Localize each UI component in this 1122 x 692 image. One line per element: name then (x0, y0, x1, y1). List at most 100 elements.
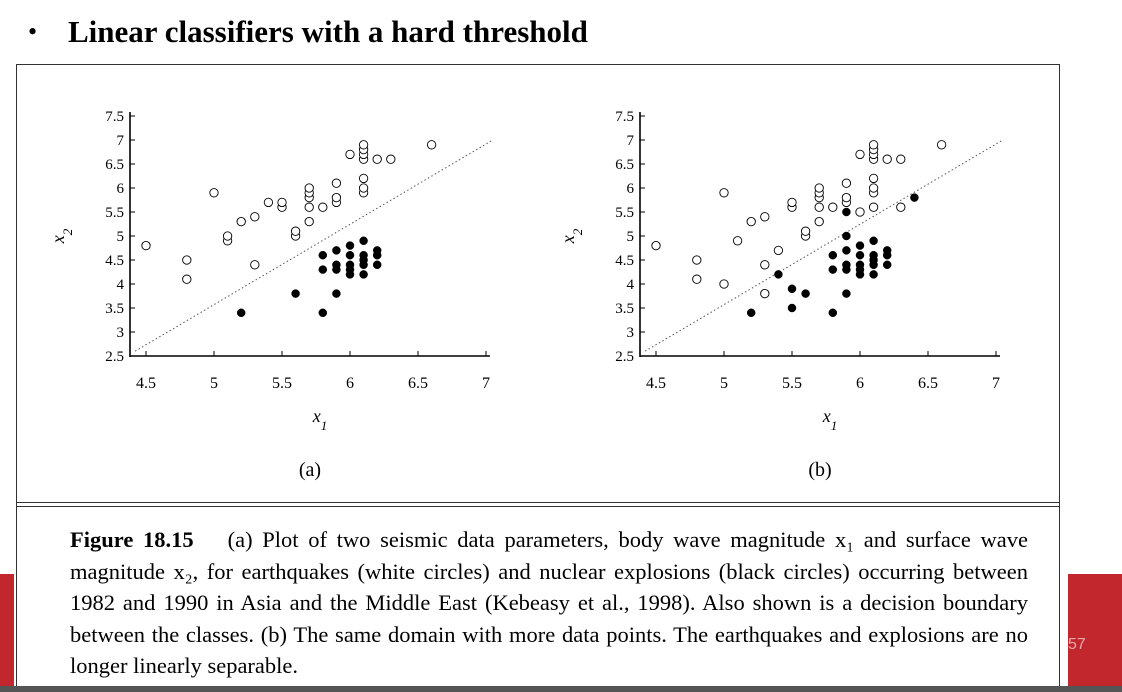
explosion-point (855, 241, 865, 250)
explosion-point (318, 265, 328, 274)
bullet-point: • (28, 17, 38, 46)
y-tick-label: 3.5 (615, 301, 634, 317)
earthquake-point (760, 260, 770, 270)
y-tick-label: 7 (627, 133, 635, 149)
explosion-point (332, 289, 341, 298)
explosion-point (882, 246, 892, 255)
scatter-chart-b: 7.5 7 6.5 6 5.5 5 4.5 4 3.5 3 2.5 4.5 5 5.5 6 6.5 7 x1 x2 (… (558, 109, 1004, 481)
bottom-bar (0, 686, 1122, 692)
y-tick-label: 6.5 (615, 157, 634, 173)
y-tick-label: 6 (117, 181, 125, 197)
earthquake-point (800, 226, 811, 236)
earthquake-point (331, 178, 342, 188)
x-tick-label: 6.5 (408, 375, 428, 392)
earthquake-point (250, 212, 260, 222)
slide-title-row: • Linear classifiers with a hard thresho… (28, 10, 588, 54)
y-axis-label: x2 (558, 228, 585, 244)
x-tick-label: 6 (346, 375, 354, 392)
explosion-point (318, 308, 328, 318)
x-tick-label: 4.5 (646, 375, 666, 392)
earthquake-point (719, 188, 729, 198)
x-tick-label: 7 (992, 375, 1000, 392)
earthquake-point (719, 279, 729, 289)
earthquake-point (372, 154, 382, 164)
x-tick-label: 4.5 (136, 375, 156, 392)
x-axis-label: x1 (312, 406, 328, 433)
earthquake-point (855, 149, 865, 160)
earthquake-point (358, 140, 369, 150)
earthquake-point (250, 260, 260, 270)
earthquake-point (386, 154, 396, 164)
x-tick-label: 5 (720, 375, 728, 392)
earthquake-point (882, 154, 892, 164)
explosion-point (291, 289, 300, 298)
y-tick-label: 6 (627, 181, 635, 197)
x-tick-label: 5 (210, 375, 218, 392)
explosion-point (372, 260, 382, 270)
explosion-point (855, 250, 865, 260)
earthquake-point (263, 197, 274, 208)
explosion-point (801, 289, 810, 298)
accent-bar-left (0, 574, 14, 686)
explosion-point (855, 260, 865, 270)
earthquake-point (692, 255, 702, 265)
explosion-point (359, 236, 368, 246)
earthquake-point (868, 173, 879, 184)
earthquake-point (304, 216, 314, 227)
explosion-point (842, 289, 851, 298)
y-tick-label: 7.5 (105, 109, 124, 125)
explosion-point (828, 308, 838, 318)
x-tick-label: 7 (482, 375, 490, 392)
y-tick-label: 2.5 (615, 349, 634, 365)
y-tick-label: 3 (117, 325, 125, 341)
earthquake-point (814, 202, 824, 212)
explosion-point (828, 250, 838, 260)
earthquake-point (331, 192, 342, 203)
earthquake-point (141, 240, 151, 251)
x-tick-label: 6 (856, 375, 864, 392)
explosion-point (746, 308, 756, 318)
earthquake-point (896, 154, 906, 164)
earthquake-point (814, 216, 824, 227)
earthquake-point (814, 183, 824, 193)
earthquake-point (841, 192, 852, 203)
y-axis-label: x2 (48, 228, 75, 244)
explosion-point (787, 303, 797, 313)
x-tick-label: 5.5 (272, 375, 292, 392)
explosion-point (332, 260, 341, 270)
panel-label: (a) (299, 459, 321, 481)
explosion-point (372, 246, 382, 255)
y-tick-label: 2.5 (105, 349, 124, 365)
accent-bar-right (1068, 574, 1122, 686)
earthquake-point (746, 216, 756, 227)
earthquake-point (692, 274, 702, 284)
explosion-point (774, 270, 783, 279)
decision-boundary-line (644, 139, 1004, 352)
earthquake-point (868, 183, 879, 193)
earthquake-point (236, 216, 246, 227)
explosion-point (842, 246, 851, 255)
explosion-point (842, 231, 851, 241)
earthquake-point (760, 288, 770, 299)
earthquake-point (760, 212, 770, 222)
figure-divider (16, 502, 1060, 507)
y-tick-label: 3 (627, 325, 635, 341)
earthquake-point (868, 140, 879, 150)
earthquake-point (651, 240, 661, 251)
explosion-point (869, 250, 878, 260)
explosion-point (318, 250, 328, 260)
panel-label: (b) (808, 459, 831, 481)
y-tick-label: 4 (117, 277, 125, 293)
earthquake-point (426, 140, 437, 150)
explosion-point (787, 284, 797, 294)
earthquake-point (345, 149, 355, 160)
earthquake-point (855, 207, 865, 217)
explosion-point (882, 260, 892, 270)
explosion-point (359, 270, 368, 279)
y-tick-label: 4 (627, 277, 635, 293)
y-tick-label: 5 (627, 229, 635, 245)
explosion-point (345, 241, 355, 250)
slide-title: Linear classifiers with a hard threshold (68, 14, 588, 49)
y-tick-label: 7.5 (615, 109, 634, 125)
y-tick-label: 4.5 (105, 253, 124, 269)
